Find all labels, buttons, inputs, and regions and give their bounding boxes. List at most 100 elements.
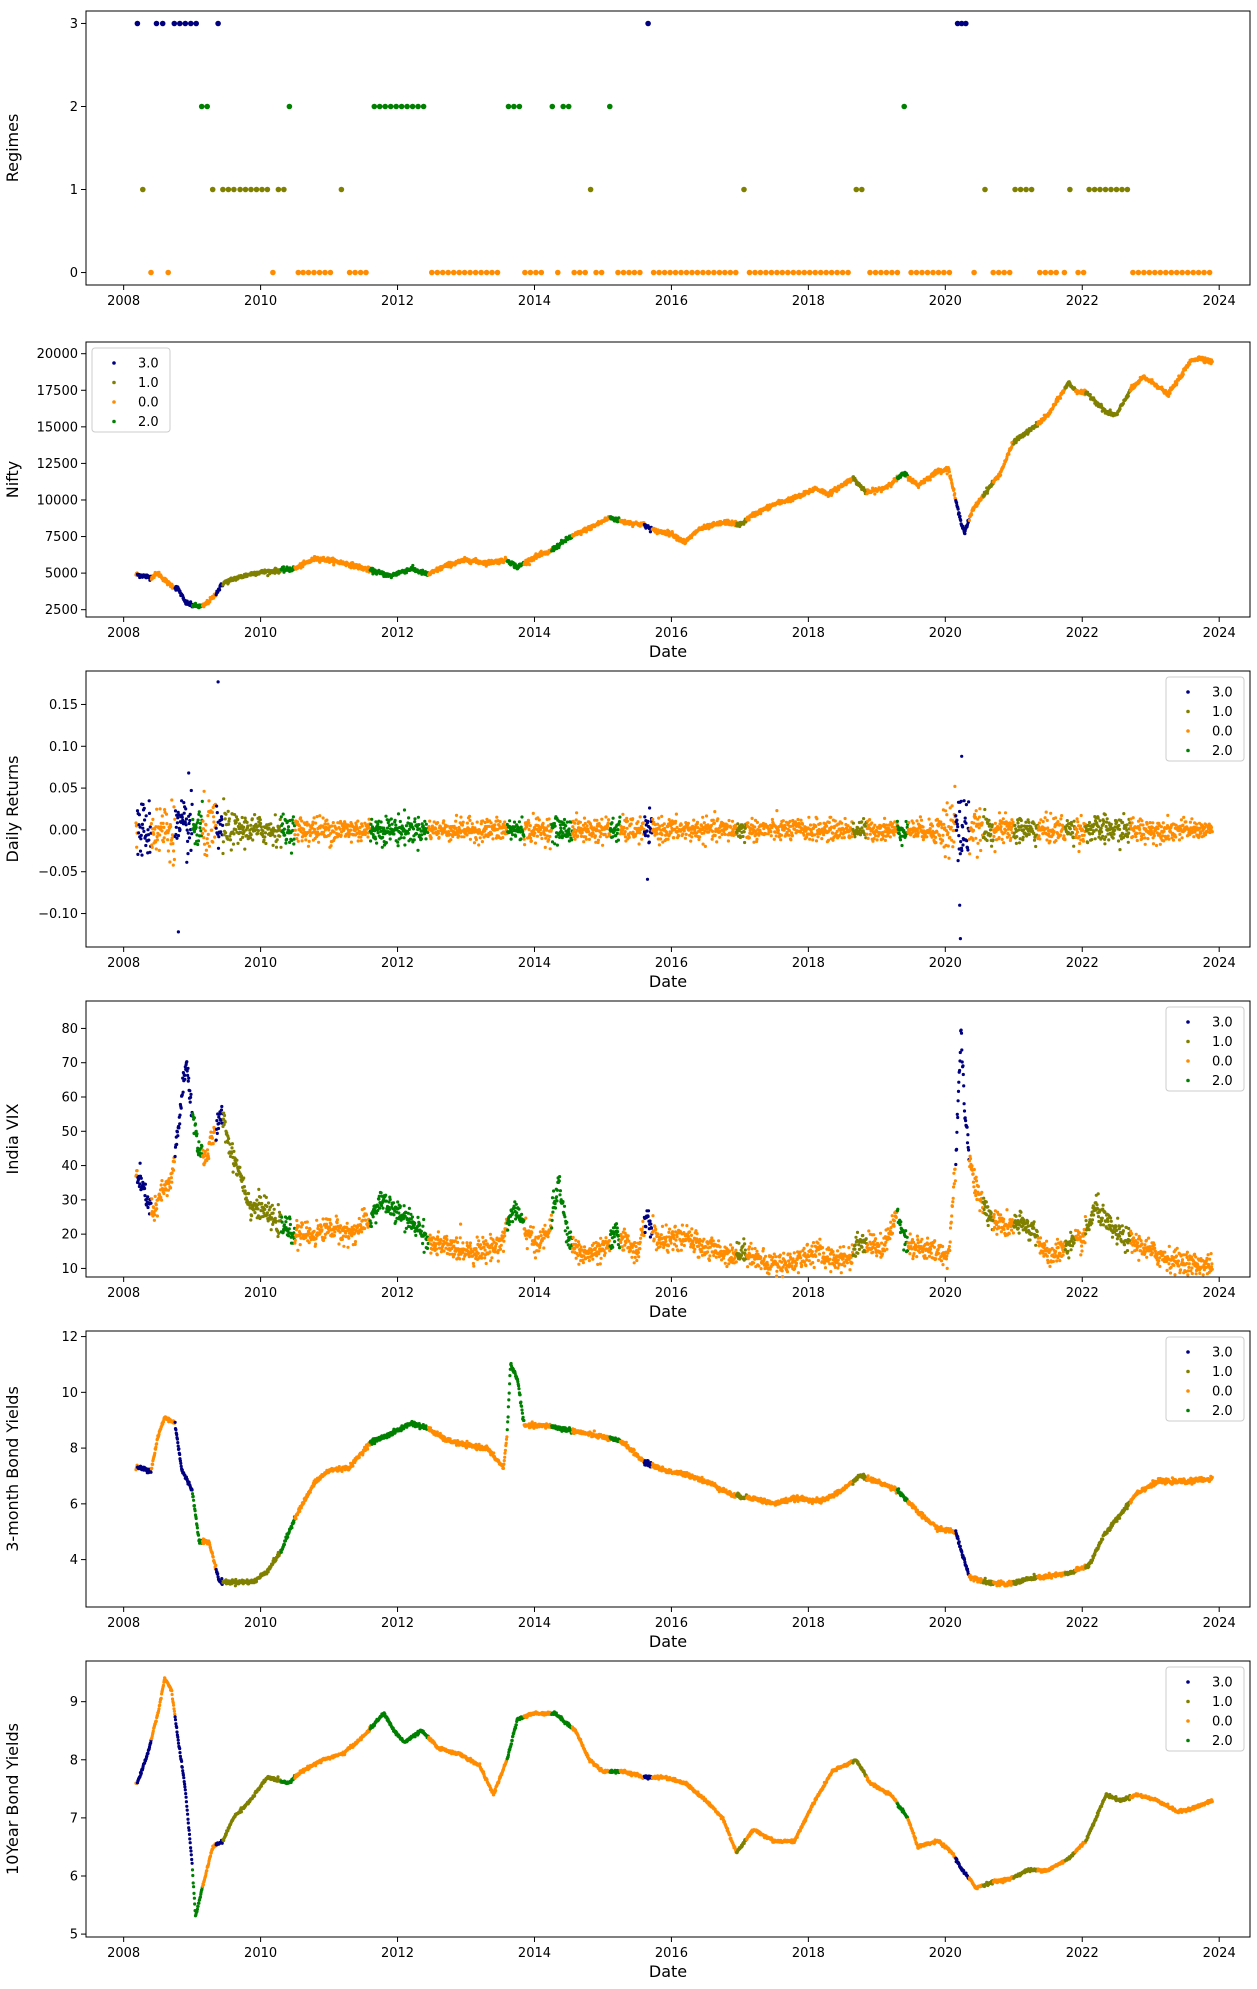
data-point [142, 829, 146, 834]
data-point [182, 20, 189, 27]
data-point [593, 269, 599, 276]
data-point [373, 837, 378, 841]
data-point [249, 833, 253, 837]
data-point [587, 186, 594, 193]
data-point [947, 470, 952, 474]
data-point [533, 831, 537, 835]
data-point [582, 840, 586, 844]
data-point [733, 269, 739, 276]
data-point [514, 834, 518, 838]
x-tick-label: 2016 [655, 294, 688, 309]
data-point [301, 565, 305, 569]
data-point [186, 839, 190, 844]
data-point [625, 816, 629, 821]
data-point [187, 836, 192, 840]
data-point [224, 831, 228, 835]
data-point [723, 832, 727, 837]
data-point [785, 269, 791, 276]
data-point [232, 832, 236, 836]
data-point [757, 269, 764, 276]
data-point [727, 269, 734, 276]
data-point [806, 269, 813, 276]
data-point [259, 821, 263, 826]
data-point [705, 269, 712, 276]
data-point [286, 103, 293, 110]
data-point [295, 269, 302, 276]
data-point [165, 822, 169, 826]
data-point [967, 518, 972, 523]
data-point [1012, 186, 1018, 193]
data-point [814, 839, 819, 843]
data-point [154, 847, 158, 851]
data-point [774, 834, 778, 838]
data-point [1007, 452, 1011, 456]
data-point [162, 836, 166, 840]
data-point [1201, 269, 1207, 276]
data-point [153, 20, 160, 27]
data-point [1023, 186, 1029, 193]
plot-area [85, 10, 1251, 286]
data-point [763, 269, 769, 276]
data-point [384, 814, 388, 818]
data-point [189, 848, 193, 853]
data-point [636, 820, 640, 824]
data-point [790, 831, 794, 835]
data-point [657, 816, 661, 820]
data-point [845, 269, 851, 276]
data-point [606, 821, 610, 825]
data-point [814, 824, 818, 829]
data-point [312, 816, 316, 820]
data-point [622, 826, 626, 830]
data-point [174, 825, 178, 829]
data-point [359, 835, 363, 839]
data-point [295, 837, 299, 841]
data-point [820, 837, 824, 841]
data-point [522, 834, 526, 839]
data-point [376, 103, 383, 110]
data-point [1152, 269, 1158, 276]
data-point [206, 814, 210, 818]
data-point [170, 836, 174, 840]
data-point [774, 269, 780, 276]
data-point [585, 824, 589, 828]
data-point [678, 269, 684, 276]
data-point [326, 822, 330, 826]
data-point [674, 812, 679, 816]
data-point [189, 788, 193, 793]
data-point [715, 840, 719, 844]
data-point [385, 826, 390, 830]
data-point [1088, 393, 1092, 397]
data-point [516, 103, 523, 110]
data-point [1210, 360, 1214, 364]
data-point [970, 513, 974, 517]
data-point [770, 817, 775, 822]
data-point [522, 837, 526, 841]
data-point [779, 269, 786, 276]
data-point [598, 269, 605, 276]
data-point [667, 269, 673, 276]
data-point [442, 819, 446, 823]
data-point [404, 824, 408, 828]
data-point [369, 839, 373, 843]
data-point [139, 833, 143, 838]
data-point [311, 269, 317, 276]
data-point [1028, 186, 1035, 193]
data-point [582, 269, 588, 276]
data-point [818, 822, 822, 826]
data-point [402, 808, 407, 812]
data-point [305, 269, 312, 276]
data-point [971, 269, 977, 276]
data-point [197, 810, 201, 814]
y-tick-label: 10000 [37, 493, 78, 508]
data-point [746, 269, 753, 276]
data-point [808, 823, 813, 827]
data-point [816, 835, 820, 839]
data-point [318, 814, 322, 818]
data-point [158, 833, 162, 837]
data-point [194, 825, 198, 830]
data-point [1037, 269, 1043, 276]
y-tick-label: 2500 [45, 603, 78, 618]
data-point [607, 818, 611, 822]
data-point [701, 842, 705, 846]
data-point [152, 832, 156, 836]
